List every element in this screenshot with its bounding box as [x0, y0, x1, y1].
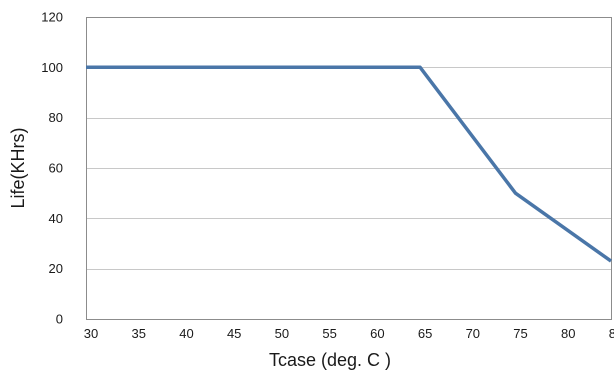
gridlines	[86, 67, 611, 270]
y-tick-label: 100	[41, 60, 63, 75]
y-tick-label: 120	[41, 10, 63, 25]
y-tick-label: 0	[56, 312, 63, 327]
y-tick-label: 20	[49, 261, 63, 276]
x-tick-label: 80	[561, 326, 575, 341]
x-tick-label: 75	[513, 326, 527, 341]
x-tick-label: 30	[84, 326, 98, 341]
x-tick-label: 55	[322, 326, 336, 341]
x-tick-label: 45	[227, 326, 241, 341]
y-axis-title: Life(KHrs)	[8, 127, 28, 208]
x-tick-label: 70	[466, 326, 480, 341]
x-tick-label: 60	[370, 326, 384, 341]
series-group	[86, 65, 613, 263]
x-axis-title: Tcase (deg. C )	[269, 350, 391, 370]
y-tick-labels: 0 20 40 60 80 100 120	[41, 10, 63, 327]
x-tick-labels: 30 35 40 45 50 55 60 65 70 75 80 85	[84, 326, 614, 341]
x-tick-label: 85	[609, 326, 614, 341]
y-tick-label: 80	[49, 110, 63, 125]
x-tick-label: 35	[131, 326, 145, 341]
series-line	[86, 65, 613, 263]
y-tick-label: 40	[49, 211, 63, 226]
y-tick-label: 60	[49, 161, 63, 176]
x-tick-label: 50	[275, 326, 289, 341]
plot-area-border	[86, 17, 612, 320]
x-tick-label: 65	[418, 326, 432, 341]
x-tick-label: 40	[179, 326, 193, 341]
